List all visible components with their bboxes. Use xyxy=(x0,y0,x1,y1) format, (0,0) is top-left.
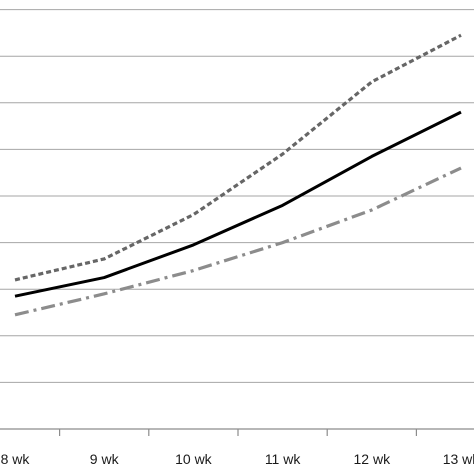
x-axis xyxy=(0,428,474,436)
x-tick-labels: 8 wk 9 wk 10 wk 11 wk 12 wk 13 wk xyxy=(1,451,474,467)
x-tick-label: 9 wk xyxy=(90,451,120,467)
gridlines xyxy=(0,9,474,383)
x-tick-label: 10 wk xyxy=(175,451,213,467)
x-tick-label: 8 wk xyxy=(1,451,31,467)
x-tick-label: 12 wk xyxy=(354,451,392,467)
x-tick-label: 11 wk xyxy=(265,451,302,467)
series-lines xyxy=(14,33,462,317)
series-line-solid xyxy=(14,110,462,298)
x-tick-label: 13 wk xyxy=(443,451,474,467)
series-line-dotted xyxy=(14,33,462,282)
series-line-dash-dot xyxy=(14,166,462,317)
